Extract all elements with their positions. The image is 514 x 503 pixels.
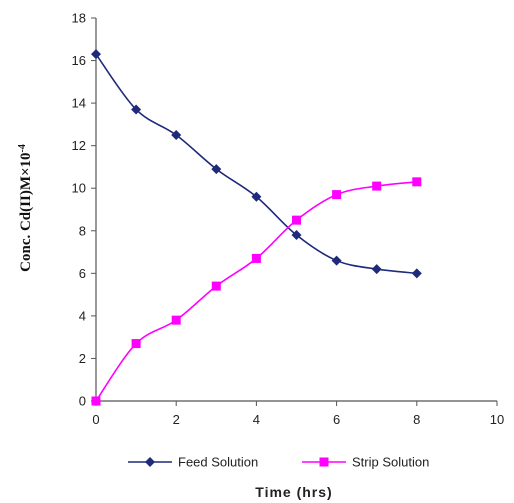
series-line	[95, 53, 417, 275]
legend-item: Strip Solution	[302, 455, 429, 470]
axes	[95, 18, 497, 402]
y-tick-label: 10	[72, 181, 86, 196]
legend-label: Feed Solution	[178, 455, 258, 470]
y-axis-ticks: 0 2 4 6 8 10 12 14 16 18	[72, 11, 96, 409]
y-axis-label-text: Conc. Cd(II)M×10	[18, 152, 34, 271]
x-tick-label: 4	[253, 412, 260, 427]
data-point	[211, 281, 221, 291]
data-point	[131, 339, 141, 349]
data-point	[371, 264, 382, 275]
y-tick-label: 6	[79, 266, 86, 281]
legend-marker	[319, 457, 329, 467]
series-line	[95, 181, 417, 402]
y-tick-label: 0	[79, 394, 86, 409]
data-point	[331, 255, 342, 266]
series-layer	[91, 49, 422, 406]
x-axis-ticks: 0 2 4 6 8 10	[92, 401, 504, 427]
data-point	[372, 181, 382, 191]
legend: Feed Solution Strip Solution	[128, 455, 429, 470]
data-point	[332, 190, 342, 200]
y-tick-label: 14	[72, 96, 86, 111]
data-point	[91, 49, 101, 60]
data-point	[412, 177, 422, 187]
y-tick-label: 8	[79, 223, 86, 238]
data-point	[171, 130, 182, 141]
data-point	[131, 104, 142, 115]
y-tick-label: 16	[72, 53, 86, 68]
data-point	[251, 253, 261, 263]
legend-label: Strip Solution	[352, 455, 429, 470]
y-tick-label: 2	[79, 351, 86, 366]
series-strip-solution	[91, 177, 422, 406]
data-point	[211, 164, 222, 175]
y-tick-label: 4	[79, 308, 86, 323]
y-axis-label: Conc. Cd(II)M×10-4	[17, 144, 35, 272]
series-feed-solution	[91, 49, 422, 279]
x-tick-label: 6	[333, 412, 340, 427]
data-point	[91, 396, 101, 406]
y-tick-label: 12	[72, 138, 86, 153]
data-point	[171, 315, 181, 325]
legend-item: Feed Solution	[128, 455, 258, 470]
y-tick-label: 18	[72, 11, 86, 26]
data-point	[251, 191, 262, 202]
x-tick-label: 0	[92, 412, 99, 427]
data-point	[291, 230, 302, 241]
y-axis-label-exponent: -4	[17, 144, 28, 152]
x-tick-label: 8	[413, 412, 420, 427]
data-point	[411, 268, 422, 279]
legend-marker	[145, 457, 155, 467]
data-point	[292, 215, 301, 225]
x-tick-label: 2	[173, 412, 180, 427]
x-tick-label: 10	[490, 412, 504, 427]
x-axis-label: Time (hrs)	[255, 484, 332, 500]
